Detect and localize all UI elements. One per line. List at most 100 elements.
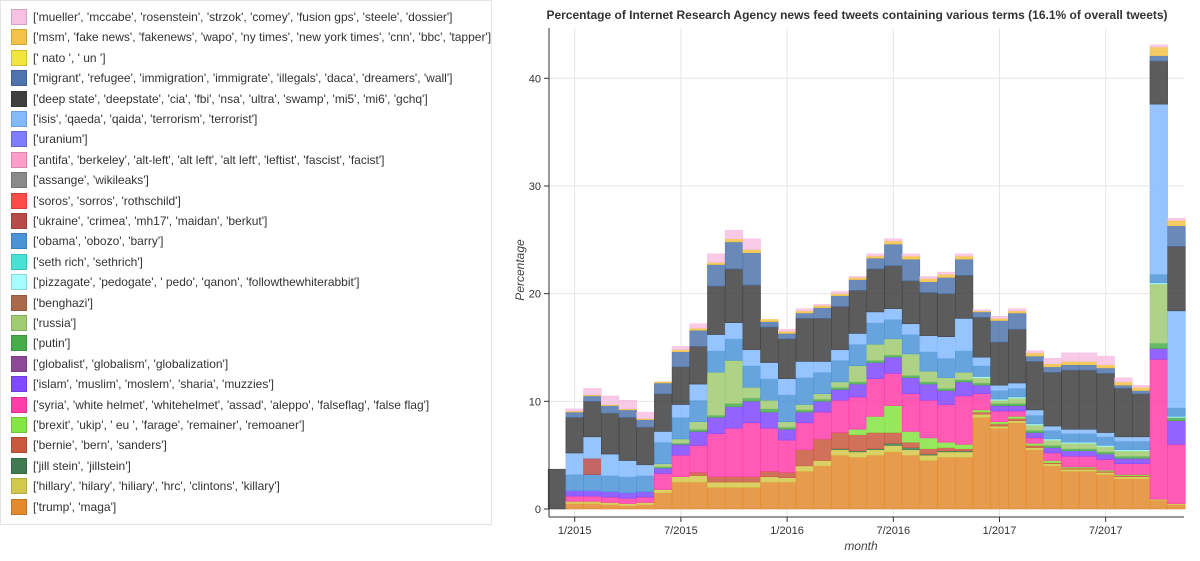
bar-segment	[689, 431, 708, 446]
bar-segment	[1096, 373, 1115, 433]
bar-segment	[654, 467, 673, 474]
bar-segment	[901, 353, 921, 376]
bar-segment	[1149, 342, 1168, 349]
bar-segment	[760, 326, 779, 363]
legend-swatch	[11, 417, 27, 433]
axes: 0 10 20 30 40 1/2015 7/2015 1/2016 7/2016 1/2017 7…	[529, 28, 1184, 537]
bar-segment	[724, 360, 744, 404]
bar-segment	[990, 320, 1009, 343]
bar-segment	[866, 311, 885, 323]
bar-segment	[707, 417, 726, 434]
bar-segment	[901, 255, 921, 260]
bar-segment	[972, 365, 991, 377]
chart-area: Percentage of Internet Research Agency n…	[500, 0, 1200, 556]
bar-segment	[1167, 407, 1186, 417]
bar-segment	[990, 405, 1009, 412]
legend-label: ['trump', 'maga']	[33, 499, 117, 514]
bar-segment	[831, 449, 850, 456]
bar-segment	[1025, 430, 1044, 433]
bar-segment	[955, 318, 974, 351]
bar-segment	[601, 491, 620, 498]
bar-segment	[972, 356, 991, 367]
legend-label: ['benghazi']	[33, 295, 93, 310]
bar-segment	[919, 335, 938, 353]
bar-segment	[565, 411, 584, 418]
bar-segment	[919, 399, 938, 439]
bar-segment	[618, 505, 637, 510]
bar-segment	[866, 416, 885, 433]
bar-segment	[583, 501, 602, 504]
y-tick-label: 40	[529, 73, 541, 85]
bar-segment	[884, 451, 903, 510]
legend-item: ['migrant', 'refugee', 'immigration', 'i…	[11, 68, 452, 88]
bar-segment	[742, 349, 761, 367]
bar-segment	[955, 255, 974, 260]
bar-segment	[972, 377, 991, 384]
bar-segment	[724, 229, 744, 239]
bar-segment	[583, 436, 602, 459]
bar-segment	[636, 491, 655, 498]
bar-segment	[813, 411, 832, 440]
bar-segment	[866, 449, 885, 456]
bar-segment	[1167, 310, 1186, 409]
bar-segment	[901, 431, 921, 443]
bar-segment	[884, 405, 903, 433]
bar-segment	[990, 341, 1009, 386]
bar-segment	[937, 293, 956, 337]
bar-stack	[547, 468, 567, 510]
legend-item: ['trump', 'maga']	[11, 497, 116, 517]
bar-segment	[937, 457, 956, 510]
bar-segment	[866, 253, 885, 257]
legend-item: ['benghazi']	[11, 293, 93, 313]
legend-swatch	[11, 437, 27, 454]
bar-segment	[742, 252, 761, 286]
bar-segment	[866, 432, 885, 449]
legend-label: ['soros', 'sorros', 'rothschild']	[33, 193, 181, 208]
bar-segment	[583, 401, 602, 438]
bar-segment	[795, 308, 814, 312]
bar-segment	[1061, 361, 1080, 365]
bar-segment	[884, 445, 903, 453]
legend-label: ['brexit', 'ukip', ' eu ', 'farage', 're…	[33, 418, 305, 432]
bar-segment	[813, 398, 832, 402]
bar-segment	[972, 317, 991, 358]
legend-item: ['putin']	[11, 333, 70, 353]
chart-svg: Percentage of Internet Research Agency n…	[513, 8, 1186, 553]
bar-segment	[901, 375, 921, 378]
bar-segment	[724, 338, 744, 361]
bar-segment	[795, 310, 814, 314]
bar-segment	[884, 238, 903, 242]
legend-label: ['obama', 'obozo', 'barry']	[33, 234, 164, 249]
bar-segment	[884, 243, 903, 266]
y-tick-label: 0	[535, 504, 541, 516]
bar-segment	[866, 322, 885, 345]
bar-segment	[1149, 55, 1168, 62]
bar-segment	[671, 366, 691, 405]
bar-segment	[1132, 463, 1151, 475]
bar-segment	[1114, 384, 1133, 389]
bar-segment	[1043, 366, 1062, 373]
bar-segment	[654, 381, 673, 384]
bar-segment	[1132, 384, 1151, 388]
bar-segment	[990, 410, 1009, 423]
bar-segment	[831, 291, 850, 294]
bar-segment	[884, 432, 903, 444]
bar-segment	[919, 351, 938, 372]
bar-segment	[884, 354, 903, 358]
legend-swatch	[11, 9, 27, 25]
legend-swatch	[11, 90, 27, 107]
y-tick-label: 10	[529, 396, 541, 408]
bar-segment	[990, 421, 1009, 425]
bar-segment	[601, 475, 620, 493]
bar-segment	[1043, 452, 1062, 461]
bar-segment	[955, 372, 974, 381]
bar-segment	[760, 427, 779, 472]
bar-stack	[955, 253, 974, 510]
bar-stack	[1061, 352, 1080, 510]
bar-segment	[848, 290, 867, 334]
legend-swatch	[11, 498, 27, 515]
bar-segment	[654, 393, 673, 432]
bar-segment	[884, 308, 903, 320]
bar-segment	[724, 481, 744, 488]
x-tick-label: 1/2016	[770, 525, 804, 537]
